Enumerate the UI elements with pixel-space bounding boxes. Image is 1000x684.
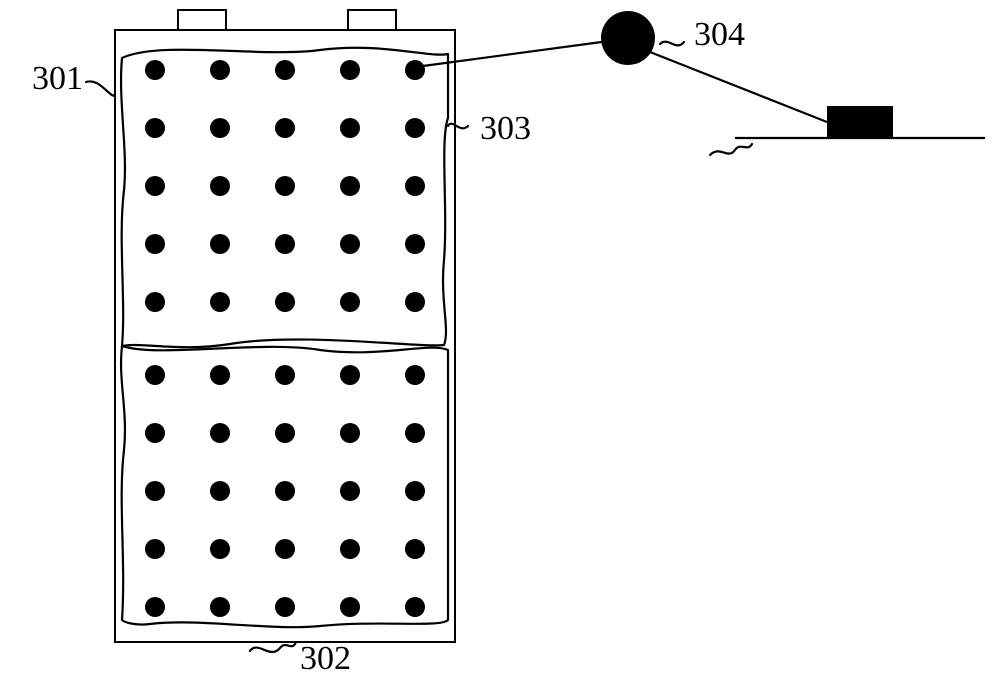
grid-dot: [210, 597, 230, 617]
node-black-rect: [827, 106, 893, 138]
grid-dot: [275, 597, 295, 617]
grid-dot: [210, 60, 230, 80]
grid-dot: [275, 118, 295, 138]
grid-dot: [340, 597, 360, 617]
node-304-circle: [601, 11, 655, 65]
grid-dot: [340, 292, 360, 312]
grid-dot: [405, 423, 425, 443]
lead-curve-2: [250, 642, 296, 652]
grid-dot: [145, 481, 165, 501]
lead-curve-3: [448, 124, 468, 129]
grid-dot: [275, 423, 295, 443]
grid-dot: [145, 176, 165, 196]
grid-dot: [145, 118, 165, 138]
lead-curve-4: [660, 42, 684, 46]
grid-dot: [405, 176, 425, 196]
grid-dot: [405, 539, 425, 559]
grid-dot: [340, 365, 360, 385]
grid-dot: [275, 176, 295, 196]
grid-dot: [340, 539, 360, 559]
grid-dot: [275, 481, 295, 501]
grid-dot: [145, 60, 165, 80]
grid-dot: [210, 539, 230, 559]
diagram-stage: 301 302 303 304: [0, 0, 1000, 684]
grid-dot: [210, 176, 230, 196]
grid-dot: [340, 234, 360, 254]
grid-dot: [145, 234, 165, 254]
grid-dot: [210, 365, 230, 385]
grid-dot: [275, 292, 295, 312]
grid-dot: [405, 118, 425, 138]
grid-dot: [405, 234, 425, 254]
grid-dot: [275, 60, 295, 80]
grid-dot: [275, 539, 295, 559]
grid-dot: [275, 234, 295, 254]
grid-dot: [405, 60, 425, 80]
grid-dot: [210, 234, 230, 254]
grid-dot: [340, 176, 360, 196]
label-302: 302: [300, 640, 351, 678]
grid-dot: [405, 365, 425, 385]
connector-line-1: [423, 41, 609, 66]
connector-line-2: [650, 52, 827, 122]
grid-dot: [210, 481, 230, 501]
grid-dot: [340, 481, 360, 501]
grid-dot: [210, 118, 230, 138]
lead-curve-1: [86, 81, 115, 96]
lead-curve-ground: [710, 144, 752, 155]
grid-dot: [145, 597, 165, 617]
grid-dot: [145, 365, 165, 385]
label-301: 301: [32, 60, 83, 98]
grid-dot: [210, 423, 230, 443]
grid-dot: [340, 423, 360, 443]
grid-dot: [210, 292, 230, 312]
battery-terminal-2: [348, 10, 396, 30]
grid-dot: [340, 118, 360, 138]
label-303: 303: [480, 110, 531, 148]
grid-dot: [275, 365, 295, 385]
grid-dot: [405, 481, 425, 501]
grid-dot: [405, 292, 425, 312]
grid-dot: [145, 423, 165, 443]
grid-dot: [405, 597, 425, 617]
grid-dot: [145, 292, 165, 312]
grid-dot: [145, 539, 165, 559]
diagram-svg: [0, 0, 1000, 684]
battery-terminal-1: [178, 10, 226, 30]
grid-dot: [340, 60, 360, 80]
label-304: 304: [694, 16, 745, 54]
